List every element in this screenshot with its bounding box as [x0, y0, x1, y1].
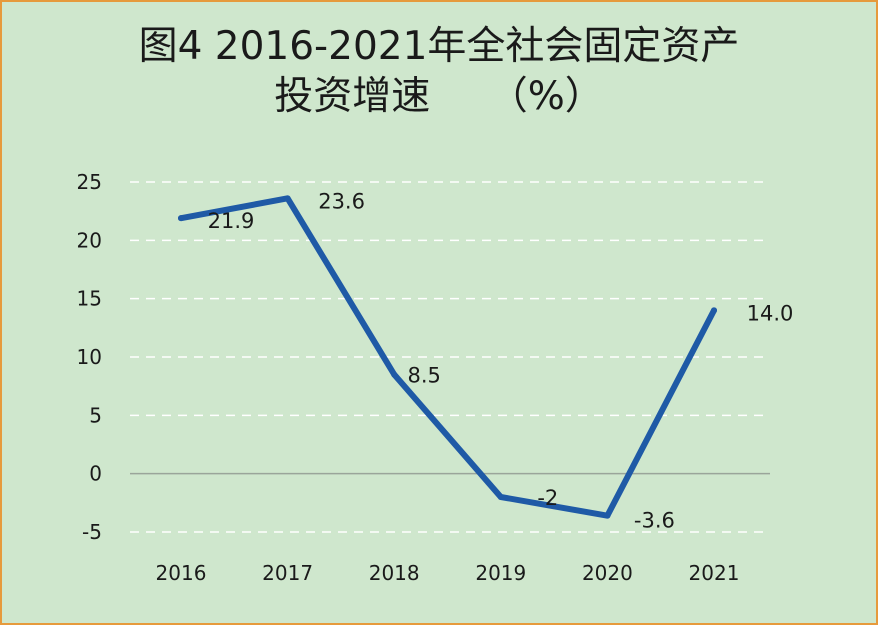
- x-tick-label: 2017: [262, 561, 313, 585]
- series-line: [178, 195, 717, 519]
- chart-title: 图4 2016-2021年全社会固定资产 投资增速 （%）: [2, 22, 876, 122]
- data-label: -2: [537, 486, 558, 510]
- x-axis-ticks: 2016 2017 2018 2019 2020 2021: [156, 561, 740, 585]
- x-tick-label: 2016: [156, 561, 207, 585]
- y-tick-label: 0: [89, 462, 102, 486]
- data-point: [497, 494, 504, 500]
- data-label: -3.6: [634, 509, 675, 533]
- y-tick-label: -5: [82, 520, 102, 544]
- chart-title-line-1: 图4 2016-2021年全社会固定资产: [138, 24, 740, 69]
- y-tick-label: 25: [77, 170, 102, 194]
- y-tick-label: 15: [77, 287, 102, 311]
- series-polyline: [178, 195, 717, 519]
- data-label: 21.9: [208, 209, 255, 233]
- data-point: [391, 371, 398, 378]
- gridlines: [130, 181, 770, 533]
- data-point: [284, 195, 291, 202]
- data-labels: 21.9 23.6 8.5 -2 -3.6 14.0: [208, 189, 794, 532]
- y-tick-label: 10: [77, 345, 102, 369]
- data-point: [711, 307, 717, 314]
- x-tick-label: 2021: [689, 561, 740, 585]
- y-tick-label: 5: [89, 403, 102, 427]
- x-tick-label: 2020: [582, 561, 633, 585]
- y-tick-label: 20: [77, 228, 102, 252]
- data-label: 23.6: [318, 189, 365, 213]
- data-point: [178, 215, 184, 222]
- data-point: [604, 512, 611, 519]
- y-axis-ticks: -5 0 5 10 15 20 25: [77, 170, 102, 544]
- x-tick-label: 2019: [475, 561, 526, 585]
- chart-title-line-2: 投资增速 （%）: [274, 74, 604, 119]
- data-label: 8.5: [407, 364, 440, 388]
- data-label: 14.0: [747, 301, 794, 325]
- x-tick-label: 2018: [369, 561, 420, 585]
